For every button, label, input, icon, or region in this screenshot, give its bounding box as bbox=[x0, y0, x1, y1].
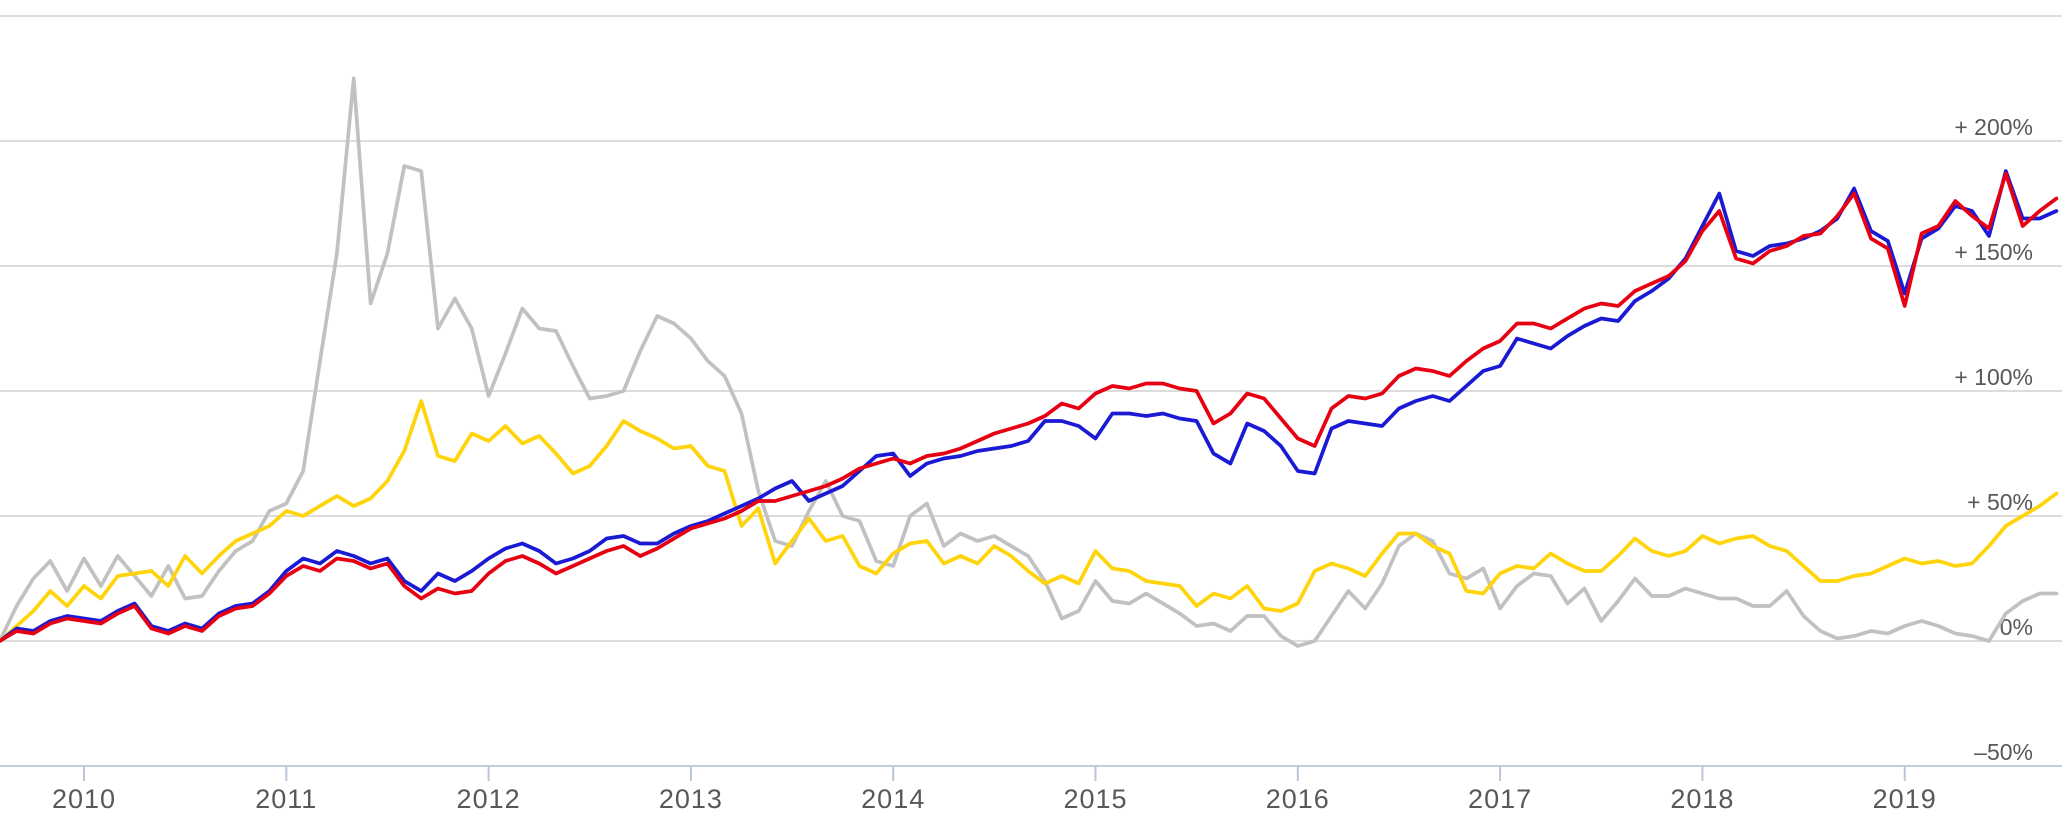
gridlines bbox=[0, 15, 2062, 642]
series-line-red-series bbox=[0, 171, 2059, 643]
x-tick-label-2010: 2010 bbox=[52, 784, 116, 814]
x-tick-label-2011: 2011 bbox=[255, 784, 317, 814]
y-axis-label-200: + 200% bbox=[1954, 114, 2033, 140]
x-tick-label-2015: 2015 bbox=[1063, 784, 1127, 814]
y-axis-label--50: –50% bbox=[1974, 739, 2033, 765]
x-tick-label-2018: 2018 bbox=[1670, 784, 1734, 814]
y-axis-label-50: + 50% bbox=[1967, 489, 2033, 515]
x-axis: 2010 2011 2012 2013 2014 2015 2016 2017 2018 2019 bbox=[0, 765, 2062, 814]
x-tick-label-2014: 2014 bbox=[861, 784, 925, 814]
series-line-yellow-series bbox=[0, 399, 2059, 643]
y-axis-labels: + 200% + 150% + 100% + 50% 0% –50% bbox=[1954, 114, 2033, 765]
series-line-gray-series bbox=[0, 76, 2059, 648]
y-axis-label-100: + 100% bbox=[1954, 364, 2033, 390]
x-tick-label-2012: 2012 bbox=[457, 784, 521, 814]
y-axis-label-150: + 150% bbox=[1954, 239, 2033, 265]
series-line-blue-series bbox=[0, 169, 2059, 643]
x-tick-label-2017: 2017 bbox=[1468, 784, 1532, 814]
x-tick-label-2019: 2019 bbox=[1873, 784, 1937, 814]
x-tick-label-2016: 2016 bbox=[1266, 784, 1330, 814]
y-axis-label-0: 0% bbox=[2000, 614, 2033, 640]
x-tick-label-2013: 2013 bbox=[659, 784, 723, 814]
